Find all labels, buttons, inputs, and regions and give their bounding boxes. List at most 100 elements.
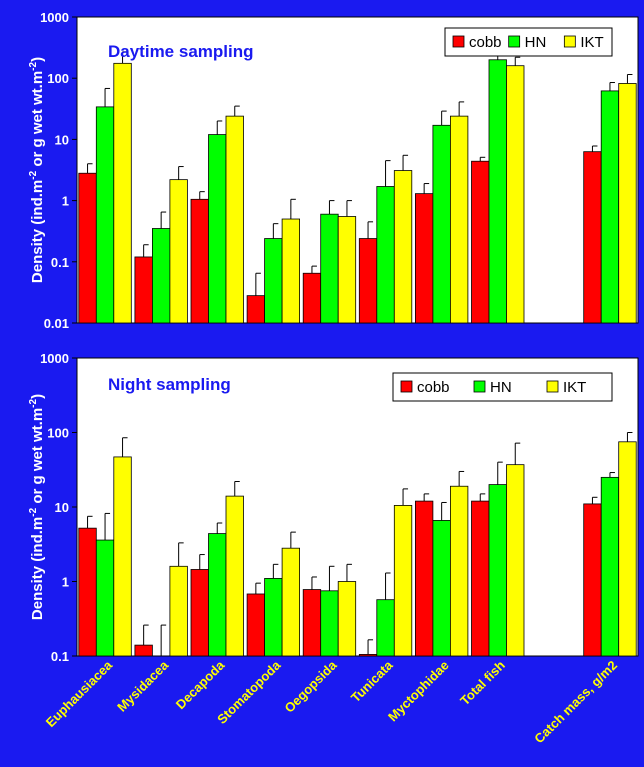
bar-ikt [618, 83, 637, 324]
bar-cobb [246, 295, 266, 324]
y-tick-label: 1000 [40, 351, 69, 366]
legend-swatch-hn [508, 35, 521, 48]
ylabel-part: or g wet wt.m [29, 408, 46, 508]
bar-cobb [583, 151, 602, 324]
night-plot-area [76, 357, 639, 657]
legend-label-hn: HN [490, 379, 512, 396]
bar-ikt [337, 216, 357, 324]
legend-swatch-cobb [452, 35, 465, 48]
bar-cobb [190, 569, 209, 657]
bar-ikt [506, 464, 525, 657]
bar-hn [264, 238, 283, 324]
night-legend: cobb HN IKT [392, 372, 613, 402]
bar-cobb [471, 160, 490, 324]
bar-ikt [449, 115, 469, 324]
legend-swatch-ikt [546, 380, 559, 393]
bar-cobb [302, 272, 322, 324]
bar-hn [376, 599, 395, 657]
ylabel-superscript: -2 [28, 61, 39, 70]
y-tick-label: 10 [55, 500, 69, 515]
bar-ikt [281, 218, 301, 324]
bar-hn [95, 106, 115, 324]
bar-cobb [358, 238, 378, 324]
bar-hn [264, 578, 283, 657]
daytime-y-axis-label: Density (ind.m-2 or g wet wt.m-2) [28, 57, 46, 283]
ylabel-superscript: -2 [28, 507, 39, 516]
bar-ikt [113, 62, 132, 324]
y-tick-label: 1 [62, 575, 69, 590]
bar-ikt [113, 456, 132, 657]
ylabel-part: Density (ind.m [29, 180, 46, 283]
night-bars [78, 432, 637, 657]
legend-label-hn: HN [525, 34, 547, 51]
night-panel: 0.1 1 10 100 1000 Night sampling cobb HN IKT D… [28, 351, 639, 664]
bar-cobb [471, 500, 490, 657]
bar-hn [600, 476, 620, 657]
bar-ikt [506, 65, 525, 324]
bar-cobb [414, 193, 434, 324]
bar-ikt [449, 485, 469, 657]
bar-hn [600, 90, 620, 324]
bar-cobb [190, 198, 209, 324]
bar-ikt [337, 581, 357, 657]
legend-label-cobb: cobb [469, 34, 502, 51]
daytime-bars [78, 51, 637, 324]
bar-cobb [246, 593, 266, 657]
bar-hn [432, 520, 451, 657]
ylabel-part: or g wet wt.m [29, 71, 46, 171]
bar-hn [488, 59, 507, 324]
legend-label-ikt: IKT [580, 34, 603, 51]
y-tick-label: 0.01 [44, 316, 69, 331]
ylabel-part: ) [29, 57, 46, 62]
bar-cobb [78, 527, 97, 657]
ylabel-part: Density (ind.m [29, 517, 46, 620]
daytime-y-axis: 0.01 0.1 1 10 100 1000 [40, 10, 77, 331]
night-y-axis: 0.1 1 10 100 1000 [40, 351, 77, 664]
legend-label-cobb: cobb [417, 379, 450, 396]
bar-cobb [358, 654, 378, 657]
y-tick-label: 1000 [40, 10, 69, 25]
legend-label-ikt: IKT [563, 379, 586, 396]
daytime-panel: 0.01 0.1 1 10 100 1000 Daytime sampling cobb H… [28, 10, 639, 331]
legend-box [444, 27, 613, 57]
ylabel-superscript: -2 [28, 398, 39, 407]
ylabel-part: ) [29, 394, 46, 399]
bar-ikt [393, 170, 413, 324]
y-tick-label: 0.1 [51, 255, 69, 270]
y-tick-label: 0.1 [51, 649, 69, 664]
night-y-axis-label: Density (ind.m-2 or g wet wt.m-2) [28, 394, 46, 620]
bar-ikt [169, 179, 188, 324]
bar-ikt [225, 115, 244, 324]
bar-hn [208, 533, 227, 657]
bar-hn [320, 213, 339, 324]
bar-cobb [414, 500, 434, 657]
bar-ikt [225, 495, 244, 657]
bar-ikt [281, 547, 301, 657]
legend-swatch-ikt [563, 35, 576, 48]
y-tick-label: 100 [47, 426, 69, 441]
ylabel-superscript: -2 [28, 170, 39, 179]
bar-cobb [134, 644, 153, 657]
legend-swatch-hn [473, 380, 486, 393]
bar-hn [488, 484, 507, 657]
bar-ikt [393, 505, 413, 657]
bar-hn [376, 186, 395, 324]
bar-hn [95, 539, 115, 657]
daytime-legend: cobb HN IKT [444, 27, 613, 57]
y-tick-label: 1 [62, 194, 69, 209]
bar-ikt [618, 441, 637, 657]
legend-box [392, 372, 613, 402]
bar-hn [320, 590, 339, 657]
night-chart-title: Night sampling [108, 375, 231, 394]
y-tick-label: 100 [47, 71, 69, 86]
daytime-chart-title: Daytime sampling [108, 42, 254, 61]
bar-hn [208, 134, 227, 324]
bar-cobb [583, 503, 602, 657]
bar-hn [151, 228, 171, 324]
bar-cobb [134, 256, 153, 324]
bar-cobb [78, 172, 97, 324]
legend-swatch-cobb [400, 380, 413, 393]
y-tick-label: 10 [55, 132, 69, 147]
bar-ikt [169, 565, 188, 657]
